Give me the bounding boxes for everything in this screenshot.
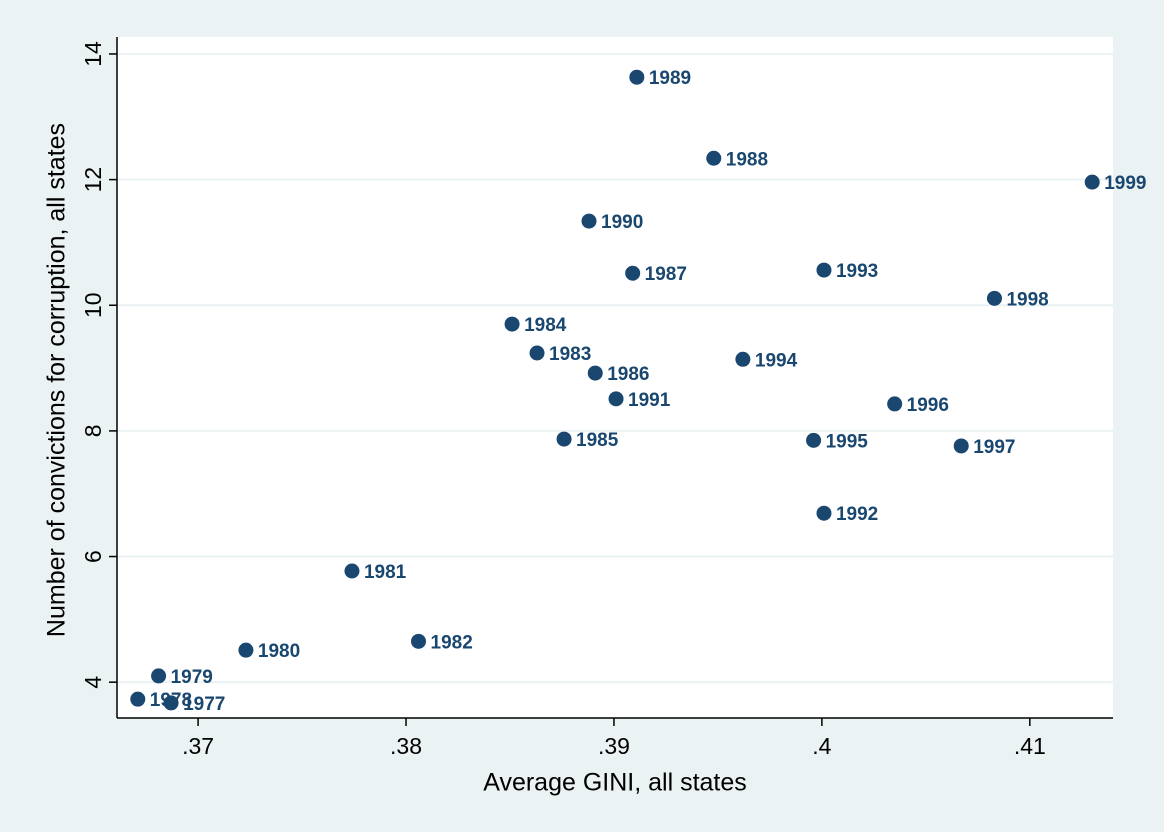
y-tick-label: 12 xyxy=(80,167,106,193)
point-label: 1998 xyxy=(1006,289,1048,310)
point-label: 1994 xyxy=(755,350,798,371)
point-label: 1999 xyxy=(1104,173,1146,194)
point-label: 1983 xyxy=(549,344,591,365)
point xyxy=(581,213,597,229)
point-label: 1996 xyxy=(907,395,949,416)
point-label: 1993 xyxy=(836,261,878,282)
point xyxy=(735,351,751,367)
y-tick-label: 10 xyxy=(80,292,106,318)
point-label: 1995 xyxy=(826,431,869,452)
y-tick-label: 8 xyxy=(80,425,106,438)
point xyxy=(887,396,903,412)
point-label: 1992 xyxy=(836,504,878,525)
point xyxy=(238,642,254,658)
point-label: 1985 xyxy=(576,430,619,451)
point xyxy=(953,438,969,454)
point xyxy=(504,316,520,332)
point-label: 1977 xyxy=(183,694,225,715)
point xyxy=(529,345,545,361)
x-tick-label: .37 xyxy=(182,733,214,759)
point-label: 1987 xyxy=(645,264,687,285)
y-tick-label: 6 xyxy=(80,550,106,563)
y-axis-title: Number of convictions for corruption, al… xyxy=(43,123,71,637)
point xyxy=(806,432,822,448)
point xyxy=(556,431,572,447)
point-label: 1979 xyxy=(171,667,213,688)
point-label: 1997 xyxy=(973,437,1015,458)
point-label: 1991 xyxy=(628,390,671,411)
point xyxy=(163,695,179,711)
point-label: 1984 xyxy=(524,315,567,336)
point xyxy=(411,633,427,649)
point-label: 1989 xyxy=(649,68,691,89)
x-tick-label: .39 xyxy=(598,733,630,759)
point xyxy=(816,262,832,278)
point-label: 1980 xyxy=(258,641,300,662)
point-label: 1982 xyxy=(431,632,473,653)
point xyxy=(625,265,641,281)
x-tick-label: .4 xyxy=(812,733,831,759)
point xyxy=(130,691,146,707)
point xyxy=(816,505,832,521)
point xyxy=(629,69,645,85)
point-label: 1990 xyxy=(601,212,643,233)
point xyxy=(706,150,722,166)
point xyxy=(986,290,1002,306)
point xyxy=(151,668,167,684)
x-tick-label: .41 xyxy=(1014,733,1046,759)
point-label: 1986 xyxy=(607,364,649,385)
point-label: 1981 xyxy=(364,562,407,583)
x-tick-label: .38 xyxy=(390,733,422,759)
point xyxy=(344,563,360,579)
point xyxy=(587,365,603,381)
point-label: 1988 xyxy=(726,149,768,170)
plot-area xyxy=(117,37,1113,718)
y-tick-label: 14 xyxy=(80,41,106,67)
x-axis-title: Average GINI, all states xyxy=(483,769,747,797)
point xyxy=(608,391,624,407)
point xyxy=(1084,174,1100,190)
y-tick-label: 4 xyxy=(80,676,106,689)
